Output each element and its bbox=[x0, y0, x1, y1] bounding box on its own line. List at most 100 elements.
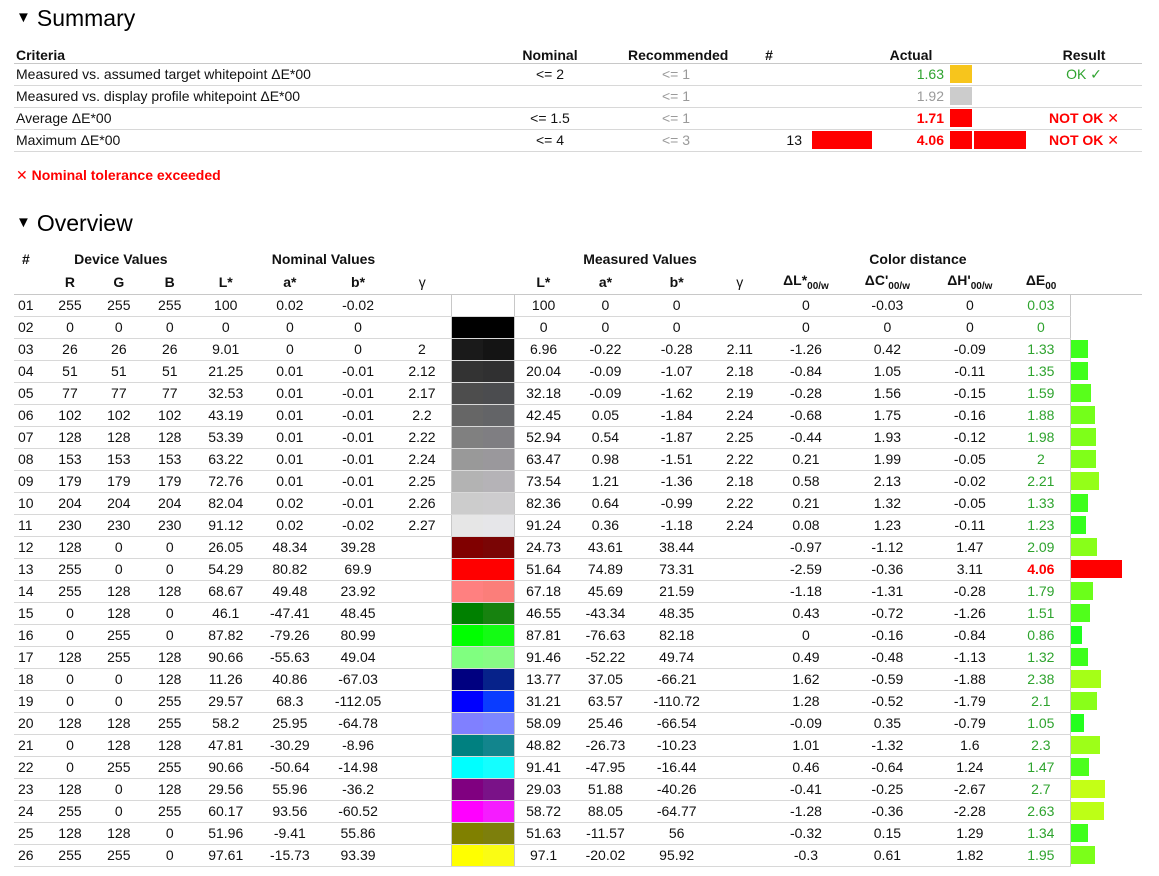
recommended-cell: <= 1 bbox=[626, 63, 726, 86]
dh-cell: -0.11 bbox=[928, 360, 1012, 383]
nominal-header: Nominal bbox=[474, 41, 626, 64]
count-header: # bbox=[726, 41, 812, 64]
nb-cell: -0.01 bbox=[323, 492, 393, 515]
dh-cell: -0.84 bbox=[928, 624, 1012, 647]
ma-cell: 0 bbox=[571, 294, 640, 317]
color-swatch-cell bbox=[451, 448, 516, 471]
index-header: # bbox=[22, 251, 30, 267]
dc-cell: -0.64 bbox=[846, 756, 929, 779]
ma-cell: -47.95 bbox=[571, 756, 640, 779]
nb-cell: 80.99 bbox=[323, 624, 393, 647]
na-cell: 0.01 bbox=[256, 382, 324, 405]
measured-swatch bbox=[483, 492, 515, 514]
actual-cell: 1.71 bbox=[872, 107, 950, 130]
ng-cell bbox=[392, 668, 452, 691]
collapse-triangle-icon: ▼ bbox=[16, 8, 31, 26]
r-cell: 153 bbox=[46, 448, 94, 471]
actual-cell: 1.63 bbox=[872, 63, 950, 86]
dl-cell: 0.21 bbox=[765, 492, 847, 515]
ma-cell: 0.64 bbox=[571, 492, 640, 515]
nominal-cell: <= 4 bbox=[474, 129, 626, 152]
summary-section-toggle[interactable]: ▼ Summary bbox=[16, 4, 135, 32]
ma-cell: -43.34 bbox=[571, 602, 640, 625]
mb-cell: 0 bbox=[639, 294, 715, 317]
nominal-cell: <= 1.5 bbox=[474, 107, 626, 130]
nl-cell: 60.17 bbox=[195, 800, 257, 823]
nominal-swatch bbox=[452, 558, 484, 580]
nl-cell: 68.67 bbox=[195, 580, 257, 603]
mb-cell: 38.44 bbox=[639, 536, 715, 559]
count-cell bbox=[726, 107, 812, 130]
delta-e-cell: 1.59 bbox=[1011, 382, 1071, 405]
dh-cell: 1.82 bbox=[928, 844, 1012, 867]
delta-e-bar-cell bbox=[1070, 294, 1142, 316]
measured-swatch bbox=[483, 712, 515, 734]
ml-cell: 52.94 bbox=[514, 426, 572, 449]
measured-swatch bbox=[483, 448, 515, 470]
delta-e-bar bbox=[1071, 736, 1101, 754]
color-swatch bbox=[452, 756, 515, 778]
nl-cell: 87.82 bbox=[195, 624, 257, 647]
ml-cell: 97.1 bbox=[514, 844, 572, 867]
dh-cell: -1.13 bbox=[928, 646, 1012, 669]
g-cell: 153 bbox=[93, 448, 145, 471]
ng-cell: 2.17 bbox=[392, 382, 452, 405]
na-cell: -55.63 bbox=[256, 646, 324, 669]
dl-cell: 0.08 bbox=[765, 514, 847, 537]
ml-cell: 24.73 bbox=[514, 536, 572, 559]
index-cell: 13 bbox=[14, 558, 47, 581]
delta-e-cell: 1.33 bbox=[1011, 338, 1071, 361]
delta-e-bar bbox=[1071, 714, 1085, 732]
criteria-cell: Average ΔE*00 bbox=[14, 107, 474, 130]
b-cell: 255 bbox=[144, 712, 196, 735]
mb-cell: 56 bbox=[639, 822, 715, 845]
g-cell: 0 bbox=[93, 800, 145, 823]
index-cell: 12 bbox=[14, 536, 47, 559]
color-swatch bbox=[452, 404, 515, 426]
delta-e-bar-cell bbox=[1070, 580, 1142, 602]
index-cell: 03 bbox=[14, 338, 47, 361]
ml-cell: 48.82 bbox=[514, 734, 572, 757]
delta-e-bar-cell bbox=[1070, 800, 1142, 822]
delta-e-bar bbox=[1071, 582, 1094, 600]
dh-cell: -2.67 bbox=[928, 778, 1012, 801]
na-cell: 0.01 bbox=[256, 448, 324, 471]
index-cell: 10 bbox=[14, 492, 47, 515]
overview-row: 17 128 255 128 90.66 -55.63 49.04 91.46 -52.22 49… bbox=[14, 646, 1142, 669]
nb-cell: -0.01 bbox=[323, 448, 393, 471]
ml-cell: 100 bbox=[514, 294, 572, 317]
color-swatch bbox=[452, 294, 515, 316]
dc-cell: 1.32 bbox=[846, 492, 929, 515]
nl-cell: 29.56 bbox=[195, 778, 257, 801]
overview-row: 12 128 0 0 26.05 48.34 39.28 24.73 43.61 38.44 -0.… bbox=[14, 536, 1142, 559]
ma-cell: -20.02 bbox=[571, 844, 640, 867]
b-cell: 0 bbox=[144, 316, 196, 339]
nominal-swatch bbox=[452, 778, 484, 800]
overview-row: 06 102 102 102 43.19 0.01 -0.01 2.2 42.45 0.05 -1.… bbox=[14, 404, 1142, 427]
delta-e-cell: 2.7 bbox=[1011, 778, 1071, 801]
delta-e-bar-cell bbox=[1070, 426, 1142, 448]
dh-cell: -0.28 bbox=[928, 580, 1012, 603]
actual-swatch-cell bbox=[950, 107, 974, 130]
dh-cell: -0.05 bbox=[928, 448, 1012, 471]
summary-table: Criteria Nominal Recommended # Actual Re… bbox=[14, 41, 1142, 152]
mg-cell bbox=[714, 800, 766, 823]
mb-cell: -1.36 bbox=[639, 470, 715, 493]
g-cell: 0 bbox=[93, 558, 145, 581]
delta-e-cell: 1.95 bbox=[1011, 844, 1071, 867]
overview-section-toggle[interactable]: ▼ Overview bbox=[16, 209, 133, 237]
nb-cell: -60.52 bbox=[323, 800, 393, 823]
overview-row: 14 255 128 128 68.67 49.48 23.92 67.18 45.69 21.5… bbox=[14, 580, 1142, 603]
overview-table: # Device Values Nominal Values Measured … bbox=[14, 248, 1142, 867]
result-cell: OK ✓ bbox=[1026, 63, 1142, 86]
delta-e-label: ΔE bbox=[1025, 271, 1046, 288]
delta-e-bar bbox=[1071, 450, 1097, 468]
ml-cell: 67.18 bbox=[514, 580, 572, 603]
nl-cell: 72.76 bbox=[195, 470, 257, 493]
color-swatch-cell bbox=[451, 360, 516, 383]
overview-row: 10 204 204 204 82.04 0.02 -0.01 2.26 82.36 0.64 -0… bbox=[14, 492, 1142, 515]
mb-cell: 73.31 bbox=[639, 558, 715, 581]
delta-e-bar-cell bbox=[1070, 712, 1142, 734]
overview-column-header-row: R G B L* a* b* γ L* a* b* γ ΔL*00/w ΔC'0… bbox=[14, 270, 1142, 295]
mg-cell bbox=[714, 294, 766, 317]
